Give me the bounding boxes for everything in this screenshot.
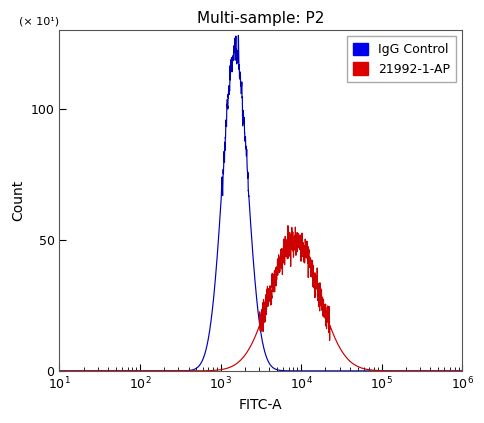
Y-axis label: Count: Count bbox=[11, 180, 25, 221]
Text: (× 10¹): (× 10¹) bbox=[19, 16, 59, 27]
Title: Multi-sample: P2: Multi-sample: P2 bbox=[197, 11, 324, 26]
Legend: IgG Control, 21992-1-AP: IgG Control, 21992-1-AP bbox=[346, 36, 455, 82]
X-axis label: FITC-A: FITC-A bbox=[239, 398, 282, 412]
